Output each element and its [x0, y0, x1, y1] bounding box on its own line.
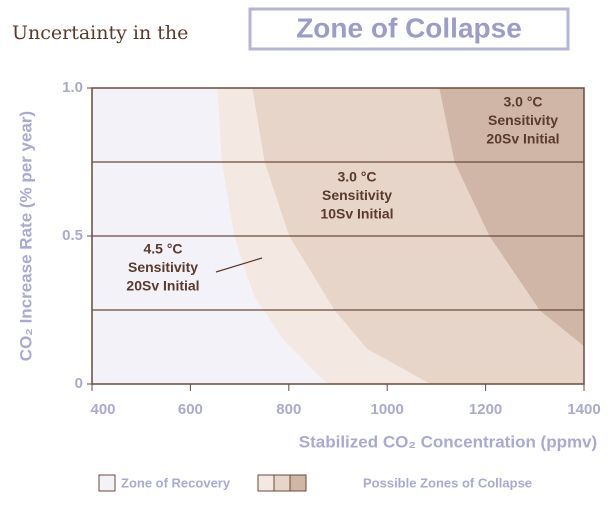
x-axis-label: Stabilized CO₂ Concentration (ppmv)	[299, 432, 597, 451]
x-tick-label: 1200	[469, 401, 502, 418]
legend-swatch	[273, 474, 291, 492]
y-tick-label: 0	[75, 375, 83, 392]
annotation-pointer	[215, 257, 263, 273]
legend-label: Zone of Recovery	[121, 475, 231, 490]
annotation: 3.0 °C	[503, 94, 542, 110]
zone-boundary	[217, 87, 329, 385]
zone-boundary	[252, 87, 432, 385]
annotation: 20Sv Initial	[126, 278, 199, 294]
y-axis-label: CO₂ Increase Rate (% per year)	[16, 111, 35, 361]
annotation: Sensitivity	[322, 187, 392, 203]
annotation: Sensitivity	[128, 259, 198, 275]
annotation: 3.0 °C	[337, 169, 376, 185]
legend-swatch	[257, 474, 275, 492]
annotation: 4.5 °C	[143, 241, 182, 257]
x-tick-label: 1400	[567, 401, 600, 418]
annotation: 10Sv Initial	[320, 206, 393, 222]
x-tick-label: 400	[90, 401, 115, 418]
legend-label: Possible Zones of Collapse	[363, 475, 532, 490]
annotation: 20Sv Initial	[486, 131, 559, 147]
x-tick-label: 1000	[371, 401, 404, 418]
title-box	[248, 7, 570, 51]
y-tick-label: 1.0	[62, 79, 83, 96]
zone-fill	[439, 88, 584, 346]
legend-swatch	[98, 474, 116, 492]
x-tick-label: 600	[178, 401, 203, 418]
legend-swatch	[289, 474, 307, 492]
annotation: Sensitivity	[488, 112, 558, 128]
title-highlight: Zone of Collapse	[296, 12, 522, 43]
y-tick-label: 0.5	[62, 227, 83, 244]
chart-title: Uncertainty in the	[12, 22, 188, 44]
x-tick-label: 800	[276, 401, 301, 418]
